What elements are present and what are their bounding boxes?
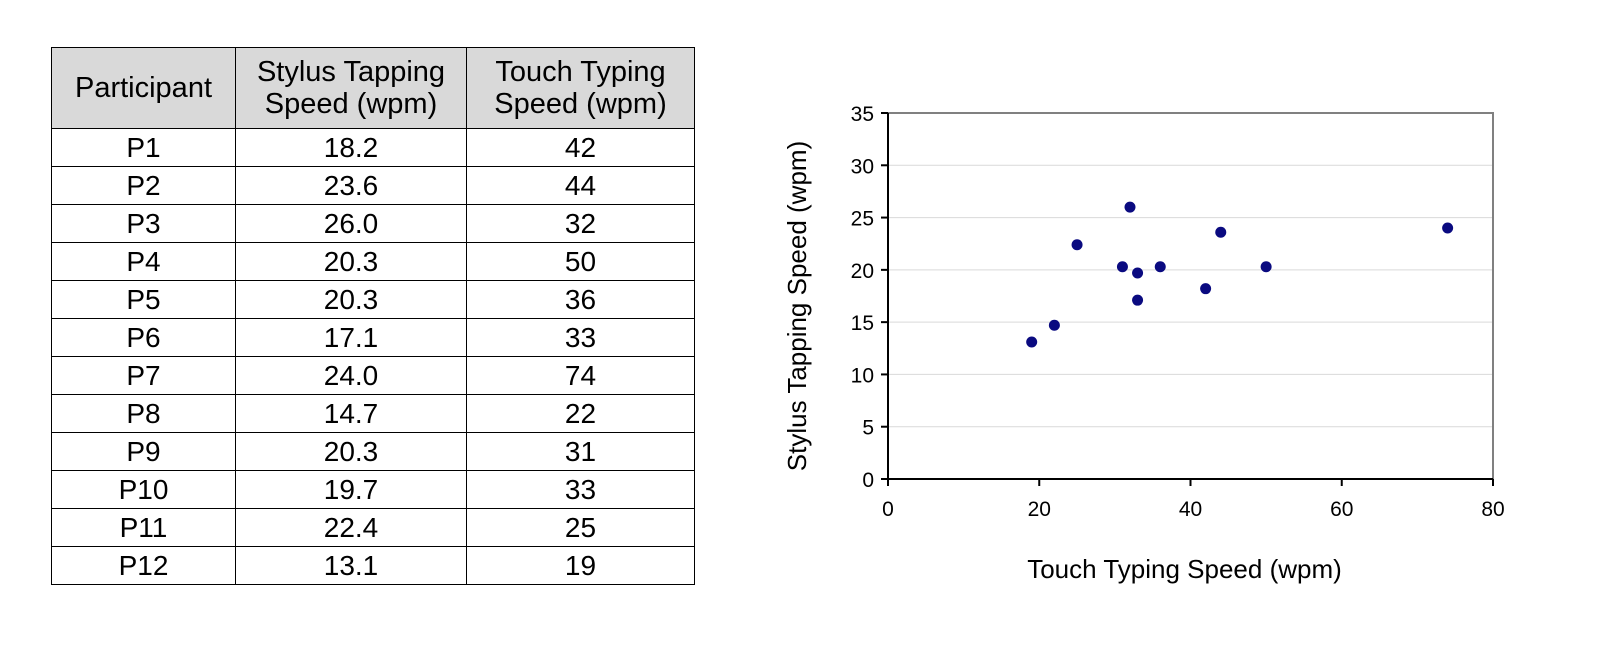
touch-speed-cell: 22 xyxy=(466,394,695,433)
table-row: P1 18.2 42 xyxy=(51,128,695,167)
participant-cell: P2 xyxy=(51,166,236,205)
table-row: P5 20.3 36 xyxy=(51,280,695,319)
stylus-speed-cell: 20.3 xyxy=(235,280,467,319)
stylus-speed-cell: 22.4 xyxy=(235,508,467,547)
y-tick-label: 20 xyxy=(851,260,874,283)
table-row: P12 13.1 19 xyxy=(51,546,695,585)
x-tick-label: 80 xyxy=(1481,498,1504,521)
participant-speed-table: Participant Stylus Tapping Speed (wpm) To… xyxy=(51,47,695,585)
table-row: P4 20.3 50 xyxy=(51,242,695,281)
participant-cell: P10 xyxy=(51,470,236,509)
touch-speed-cell: 25 xyxy=(466,508,695,547)
data-point xyxy=(1116,261,1128,273)
participant-cell: P1 xyxy=(51,128,236,167)
stylus-speed-cell: 23.6 xyxy=(235,166,467,205)
table-header-row: Participant Stylus Tapping Speed (wpm) To… xyxy=(51,47,695,129)
data-point xyxy=(1200,283,1212,295)
data-point xyxy=(1026,336,1038,348)
participant-cell: P12 xyxy=(51,546,236,585)
y-axis-title: Stylus Tapping Speed (wpm) xyxy=(782,141,812,471)
touch-speed-cell: 31 xyxy=(466,432,695,471)
y-tick-label: 30 xyxy=(851,155,874,178)
touch-speed-cell: 36 xyxy=(466,280,695,319)
table-row: P10 19.7 33 xyxy=(51,470,695,509)
data-point xyxy=(1260,261,1272,273)
data-point xyxy=(1132,294,1144,306)
data-point xyxy=(1215,226,1227,238)
data-points xyxy=(1026,201,1454,348)
stylus-speed-cell: 18.2 xyxy=(235,128,467,167)
data-point xyxy=(1132,267,1144,279)
header-touch-typing-speed: Touch Typing Speed (wpm) xyxy=(466,47,695,129)
y-tick-label: 25 xyxy=(851,208,874,231)
table-row: P2 23.6 44 xyxy=(51,166,695,205)
stylus-speed-cell: 20.3 xyxy=(235,432,467,471)
scatter-chart: 0 5 10 15 20 25 30 35 0 20 40 60 80 Touch Typing Spe… xyxy=(782,103,1505,584)
data-point xyxy=(1048,319,1060,331)
participant-cell: P5 xyxy=(51,280,236,319)
touch-speed-cell: 42 xyxy=(466,128,695,167)
x-tick-label: 20 xyxy=(1028,498,1051,521)
x-tick-label: 0 xyxy=(882,498,894,521)
table-row: P8 14.7 22 xyxy=(51,394,695,433)
stylus-speed-cell: 19.7 xyxy=(235,470,467,509)
x-tick-label: 60 xyxy=(1330,498,1353,521)
data-point xyxy=(1154,261,1166,273)
data-point xyxy=(1124,201,1136,213)
axes xyxy=(881,112,1494,486)
y-tick-label: 5 xyxy=(862,417,874,440)
table-row: P3 26.0 32 xyxy=(51,204,695,243)
participant-cell: P7 xyxy=(51,356,236,395)
table-row: P9 20.3 31 xyxy=(51,432,695,471)
y-tick-label: 35 xyxy=(851,103,874,126)
table-row: P11 22.4 25 xyxy=(51,508,695,547)
data-point xyxy=(1071,239,1083,251)
y-tick-label: 15 xyxy=(851,312,874,335)
data-point xyxy=(1442,222,1454,234)
stylus-speed-cell: 24.0 xyxy=(235,356,467,395)
participant-cell: P4 xyxy=(51,242,236,281)
table-row: P7 24.0 74 xyxy=(51,356,695,395)
y-tick-label: 0 xyxy=(862,469,874,492)
touch-speed-cell: 33 xyxy=(466,470,695,509)
touch-speed-cell: 19 xyxy=(466,546,695,585)
plot-gridlines xyxy=(888,112,1493,428)
touch-speed-cell: 32 xyxy=(466,204,695,243)
participant-cell: P6 xyxy=(51,318,236,357)
header-stylus-tapping-speed: Stylus Tapping Speed (wpm) xyxy=(235,47,467,129)
participant-cell: P3 xyxy=(51,204,236,243)
y-tick-label: 10 xyxy=(851,364,874,387)
stylus-speed-cell: 26.0 xyxy=(235,204,467,243)
plot-area xyxy=(887,112,1494,480)
touch-speed-cell: 50 xyxy=(466,242,695,281)
participant-cell: P11 xyxy=(51,508,236,547)
touch-speed-cell: 44 xyxy=(466,166,695,205)
x-tick-label: 40 xyxy=(1179,498,1202,521)
touch-speed-cell: 33 xyxy=(466,318,695,357)
participant-cell: P9 xyxy=(51,432,236,471)
stylus-speed-cell: 14.7 xyxy=(235,394,467,433)
touch-speed-cell: 74 xyxy=(466,356,695,395)
stylus-speed-cell: 13.1 xyxy=(235,546,467,585)
tick-labels: 0 5 10 15 20 25 30 35 0 20 40 60 80 xyxy=(851,103,1505,521)
stylus-speed-cell: 17.1 xyxy=(235,318,467,357)
header-participant: Participant xyxy=(51,47,236,129)
x-axis-title: Touch Typing Speed (wpm) xyxy=(1027,554,1342,584)
table-row: P6 17.1 33 xyxy=(51,318,695,357)
stylus-speed-cell: 20.3 xyxy=(235,242,467,281)
participant-cell: P8 xyxy=(51,394,236,433)
